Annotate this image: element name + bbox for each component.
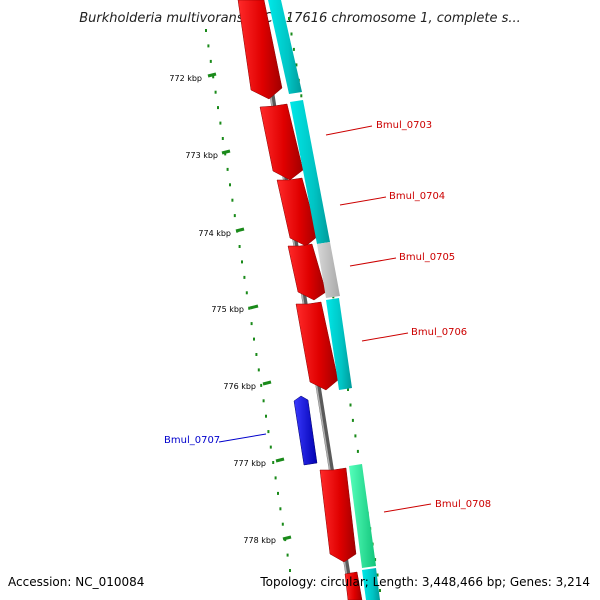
gene-arrow[interactable]: [295, 301, 339, 391]
scale-dot: [226, 167, 229, 171]
scale-dot: [245, 291, 248, 295]
gene-arrow[interactable]: [293, 395, 318, 466]
scale-dot: [267, 430, 270, 434]
map-title: Burkholderia multivorans ATCC 17616 chro…: [79, 11, 521, 26]
cds-block[interactable]: [362, 568, 380, 600]
accession-text: Accession: NC_010084: [8, 575, 144, 589]
scale-dot: [248, 306, 251, 310]
cds-block[interactable]: [317, 242, 340, 298]
tick-774kbp: 774 kbp: [198, 227, 245, 238]
scale-dot: [379, 589, 381, 592]
label-bmul-0707[interactable]: Bmul_0707: [164, 433, 267, 446]
scale-dot: [277, 491, 279, 495]
scale-dot: [269, 445, 272, 449]
scale-dot: [288, 17, 290, 20]
summary-text: Topology: circular; Length: 3,448,466 bp…: [259, 575, 590, 589]
tick-776kbp: 776 kbp: [223, 380, 272, 391]
gene-arrow[interactable]: [344, 571, 363, 600]
gene-name: Bmul_0704: [389, 191, 445, 202]
scale-dot: [356, 449, 359, 453]
scale-dot: [212, 75, 215, 79]
scale-dot: [241, 260, 243, 264]
label-bmul-0703[interactable]: Bmul_0703: [325, 120, 432, 136]
scale-dot: [349, 403, 352, 407]
tick-label: 773 kbp: [185, 151, 218, 160]
scale-dot: [292, 47, 295, 51]
tick-label: 776 kbp: [223, 382, 256, 391]
gene-name: Bmul_0706: [411, 327, 467, 338]
scale-dot: [205, 29, 207, 32]
scale-dot: [250, 322, 253, 326]
gene-name: Bmul_0708: [435, 499, 491, 510]
scale-dot: [219, 121, 222, 125]
scale-dot: [289, 569, 291, 572]
scale-dot: [272, 461, 275, 464]
label-bmul-0708[interactable]: Bmul_0708: [383, 499, 491, 513]
scale-dot: [207, 44, 210, 48]
scale-dot: [231, 198, 234, 202]
cds-track: [268, 0, 380, 600]
tick-772kbp: 772 kbp: [169, 72, 217, 83]
scale-dot: [214, 90, 217, 94]
label-bmul-0704[interactable]: Bmul_0704: [339, 191, 445, 206]
scale-dot: [238, 245, 241, 248]
label-bmul-0706[interactable]: Bmul_0706: [361, 327, 467, 342]
scale-ticks: 772 kbp 773 kbp 774 kbp 775 kbp 776 kbp …: [169, 72, 292, 545]
tick-773kbp: 773 kbp: [185, 149, 231, 160]
cds-block[interactable]: [326, 298, 352, 390]
tick-777kbp: 777 kbp: [233, 457, 285, 468]
gene-name: Bmul_0703: [376, 120, 432, 131]
gene-labels: Bmul_0703 Bmul_0704 Bmul_0705 Bmul_0706 …: [164, 120, 491, 513]
tick-label: 774 kbp: [198, 229, 231, 238]
tick-label: 772 kbp: [169, 74, 202, 83]
gene-arrow[interactable]: [319, 467, 357, 563]
reverse-genes: [293, 395, 318, 466]
label-bmul-0705[interactable]: Bmul_0705: [349, 252, 455, 267]
scale-dot: [281, 522, 284, 526]
scale-dot: [265, 414, 267, 418]
tick-label: 778 kbp: [243, 536, 276, 545]
gene-arrow[interactable]: [287, 243, 327, 301]
scale-dot: [209, 59, 212, 63]
scale-dot: [376, 573, 379, 577]
tick-775kbp: 775 kbp: [211, 304, 259, 314]
tick-label: 775 kbp: [211, 305, 244, 314]
scale-dot: [354, 434, 357, 438]
scale-dot: [233, 214, 236, 218]
gene-arrow[interactable]: [237, 0, 283, 100]
gene-name: Bmul_0707: [164, 435, 220, 446]
gene-name: Bmul_0705: [399, 252, 455, 263]
scale-dot: [262, 399, 265, 403]
scale-dot: [255, 353, 258, 356]
scale-dot: [257, 368, 260, 372]
scale-dot: [274, 476, 277, 480]
cds-block[interactable]: [268, 0, 302, 94]
scale-dot: [224, 152, 227, 156]
tick-label: 777 kbp: [233, 459, 266, 468]
scale-dot: [290, 32, 293, 36]
cds-block[interactable]: [290, 100, 330, 244]
scale-dot: [300, 94, 303, 98]
scale-dot: [243, 275, 246, 279]
scale-dot: [229, 183, 231, 187]
scale-dot: [351, 418, 354, 422]
cds-block[interactable]: [349, 464, 376, 568]
scale-dots: [205, 29, 291, 572]
scale-dot: [221, 137, 224, 140]
scale-dot: [217, 106, 219, 110]
scale-dot: [260, 383, 263, 387]
tick-778kbp: 778 kbp: [243, 535, 292, 545]
scale-dot: [279, 507, 282, 511]
scale-dot: [347, 388, 349, 391]
scale-dot: [295, 63, 298, 67]
scale-dot: [286, 553, 289, 557]
forward-genes: [237, 0, 363, 600]
scale-dot: [253, 337, 255, 341]
